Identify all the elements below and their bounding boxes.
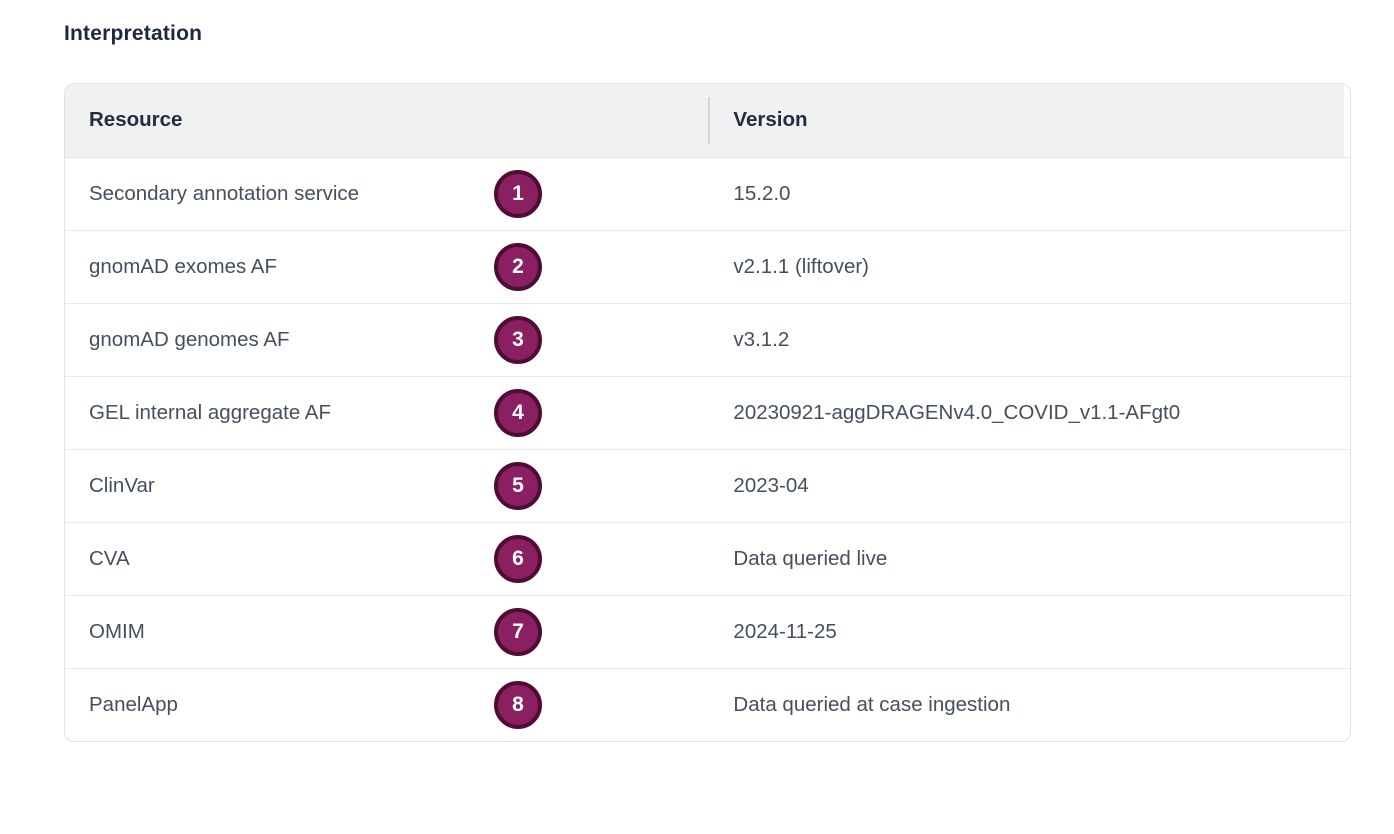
version-cell: Data queried at case ingestion (709, 667, 1350, 741)
marker-number: 7 (512, 619, 524, 643)
numbered-marker-badge: 5 (494, 461, 542, 510)
resource-cell: PanelApp 8 (65, 667, 710, 741)
version-cell: Data queried live (709, 521, 1350, 595)
interpretation-page: Interpretation Resource Version Secondar… (64, 22, 1351, 742)
resource-name: CVA (89, 546, 130, 570)
marker-number: 6 (512, 546, 524, 570)
table-row: Secondary annotation service 1 15.2.0 (65, 157, 1350, 230)
resource-cell: gnomAD exomes AF 2 (65, 229, 710, 303)
table-row: CVA 6 Data queried live (65, 521, 1350, 595)
marker-number: 5 (512, 473, 524, 497)
table-body: Secondary annotation service 1 15.2.0 gn… (65, 157, 1350, 741)
version-value: Data queried live (733, 546, 888, 570)
resources-table-card: Resource Version Secondary annotation se… (64, 83, 1351, 742)
numbered-marker-badge: 3 (494, 315, 542, 364)
version-cell: v2.1.1 (liftover) (709, 229, 1350, 303)
version-cell: 2023-04 (709, 448, 1350, 522)
resource-cell: gnomAD genomes AF 3 (65, 302, 710, 376)
version-value: 2023-04 (733, 473, 809, 497)
resource-name: Secondary annotation service (89, 181, 360, 205)
numbered-marker-badge: 2 (494, 242, 542, 291)
marker-number: 3 (512, 327, 524, 351)
version-cell: 20230921-aggDRAGENv4.0_COVID_v1.1-AFgt0 (709, 375, 1350, 449)
resource-cell: GEL internal aggregate AF 4 (65, 375, 710, 449)
resource-name: OMIM (89, 619, 145, 643)
resource-cell: ClinVar 5 (65, 448, 710, 522)
resource-cell: CVA 6 (65, 521, 710, 595)
resource-name: GEL internal aggregate AF (89, 400, 331, 424)
marker-number: 8 (512, 692, 524, 716)
version-value: v3.1.2 (733, 327, 790, 351)
marker-number: 2 (512, 254, 524, 278)
marker-number: 4 (512, 400, 524, 424)
version-cell: v3.1.2 (709, 302, 1350, 376)
column-header-resource: Resource (65, 84, 710, 158)
version-value: Data queried at case ingestion (733, 692, 1011, 716)
numbered-marker-badge: 1 (494, 169, 542, 218)
version-value: 2024-11-25 (733, 619, 837, 643)
column-header-version: Version (708, 84, 1350, 158)
resource-cell: OMIM 7 (65, 594, 710, 668)
version-cell: 15.2.0 (709, 157, 1350, 230)
resource-name: PanelApp (89, 692, 178, 716)
table-header-row: Resource Version (65, 84, 1350, 158)
table-row: ClinVar 5 2023-04 (65, 448, 1350, 522)
version-value: 20230921-aggDRAGENv4.0_COVID_v1.1-AFgt0 (733, 400, 1181, 424)
numbered-marker-badge: 6 (494, 534, 542, 583)
table-row: PanelApp 8 Data queried at case ingestio… (65, 667, 1350, 741)
table-row: gnomAD genomes AF 3 v3.1.2 (65, 302, 1350, 376)
table-row: GEL internal aggregate AF 4 20230921-agg… (65, 375, 1350, 449)
version-value: v2.1.1 (liftover) (733, 254, 869, 278)
version-value: 15.2.0 (733, 181, 791, 205)
table-row: gnomAD exomes AF 2 v2.1.1 (liftover) (65, 229, 1350, 303)
table-row: OMIM 7 2024-11-25 (65, 594, 1350, 668)
marker-number: 1 (512, 181, 524, 205)
resource-name: gnomAD genomes AF (89, 327, 290, 351)
resource-name: ClinVar (89, 473, 155, 497)
interpretation-resources-table: Resource Version Secondary annotation se… (65, 84, 1350, 741)
resource-name: gnomAD exomes AF (89, 254, 277, 278)
page-title: Interpretation (64, 22, 203, 45)
numbered-marker-badge: 4 (494, 388, 542, 437)
numbered-marker-badge: 7 (494, 607, 542, 656)
version-cell: 2024-11-25 (709, 594, 1350, 668)
resource-cell: Secondary annotation service 1 (65, 157, 709, 230)
numbered-marker-badge: 8 (494, 680, 542, 729)
